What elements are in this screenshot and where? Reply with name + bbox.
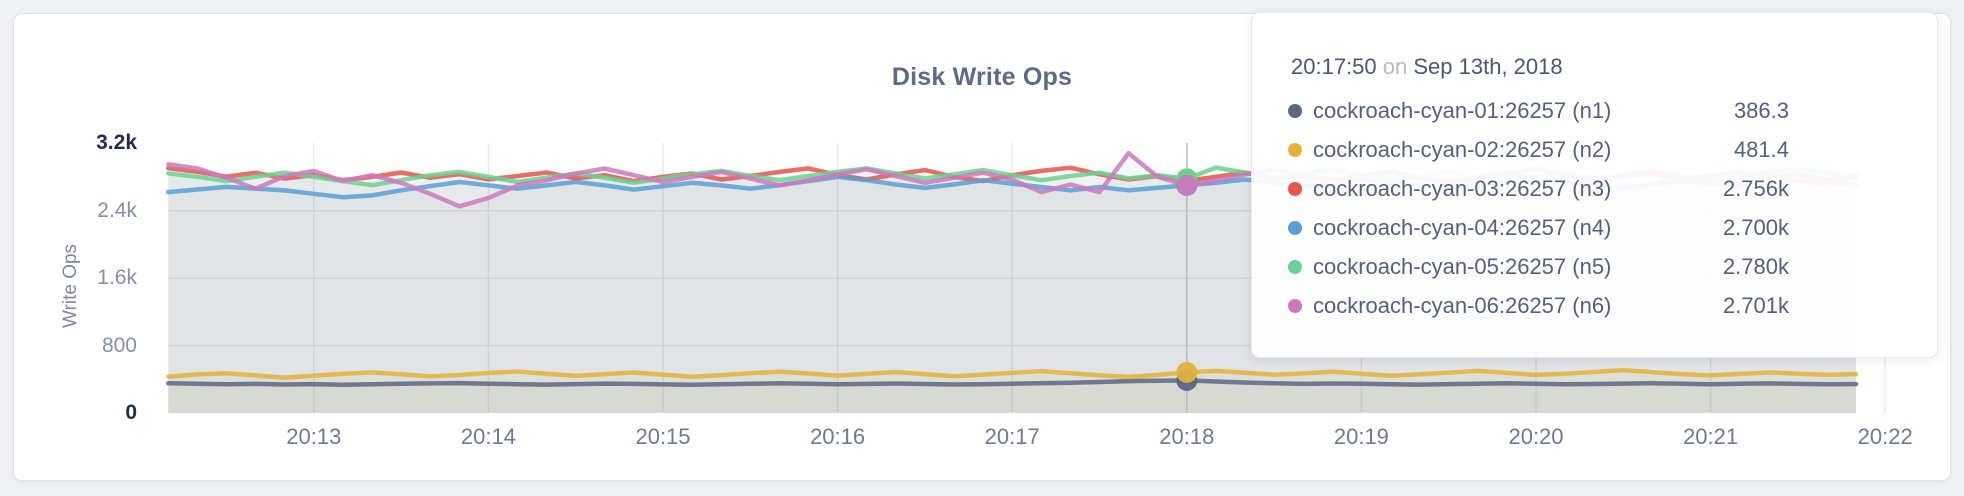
tooltip-series-name: cockroach-cyan-06:26257 (n6) [1313,292,1612,318]
y-tick-label: 2.4k [97,198,137,222]
tooltip-row: cockroach-cyan-04:26257 (n4) 2.700k [1252,208,1937,247]
series-line-n2[interactable] [166,367,1859,380]
tooltip-series-value: 2.700k [1722,214,1789,240]
x-tick-label: 20:20 [1508,424,1564,449]
x-tick-label: 20:21 [1683,424,1739,449]
x-tick-label: 20:18 [1159,424,1215,449]
x-tick-label: 20:19 [1333,424,1389,449]
tooltip-series-name: cockroach-cyan-03:26257 (n3) [1313,175,1612,201]
series-area-n2 [168,370,1857,413]
tooltip-series-value: 2.756k [1722,175,1789,201]
tooltip-series-name: cockroach-cyan-05:26257 (n5) [1313,253,1612,279]
series-color-dot-icon [1288,220,1302,235]
tooltip-series-name: cockroach-cyan-01:26257 (n1) [1313,97,1612,123]
y-tick-label: 1.6k [97,266,137,290]
tooltip-rows: cockroach-cyan-01:26257 (n1) 386.3 cockroa… [1252,91,1937,325]
y-tick-label: 3.2k [96,131,137,155]
series-line-n1[interactable] [166,378,1859,388]
series-area-n1 [168,380,1857,413]
tooltip-header: 20:17:50 on Sep 13th, 2018 [1252,53,1937,81]
x-tick-label: 20:17 [984,424,1040,449]
tooltip-series-value: 481.4 [1733,136,1789,162]
tooltip-date: Sep 13th, 2018 [1413,54,1563,79]
chart-title: Disk Write Ops [891,63,1073,91]
chart-tooltip: 20:17:50 on Sep 13th, 2018 cockroach-cya… [1251,12,1938,358]
tooltip-row: cockroach-cyan-06:26257 (n6) 2.701k [1252,286,1937,325]
y-tick-label: 0 [125,401,137,424]
tooltip-series-value: 2.780k [1722,253,1789,279]
series-color-dot-icon [1288,103,1302,118]
tooltip-row: cockroach-cyan-01:26257 (n1) 386.3 [1252,91,1937,130]
y-tick-label: 800 [101,333,137,357]
x-tick-label: 20:22 [1857,424,1913,449]
hover-dot-n2 [1176,361,1198,383]
tooltip-series-name: cockroach-cyan-02:26257 (n2) [1313,136,1612,162]
tooltip-row: cockroach-cyan-05:26257 (n5) 2.780k [1252,247,1937,286]
tooltip-series-name: cockroach-cyan-04:26257 (n4) [1313,214,1612,240]
series-color-dot-icon [1288,259,1302,274]
tooltip-time: 20:17:50 [1291,54,1377,79]
tooltip-row: cockroach-cyan-03:26257 (n3) 2.756k [1252,169,1937,208]
tooltip-row: cockroach-cyan-02:26257 (n2) 481.4 [1252,130,1937,169]
x-tick-label: 20:13 [286,424,342,449]
hover-dot-n6 [1176,174,1198,196]
tooltip-series-value: 2.701k [1722,292,1789,318]
series-color-dot-icon [1288,298,1302,313]
series-color-dot-icon [1288,181,1302,196]
tooltip-series-value: 386.3 [1733,97,1789,123]
series-color-dot-icon [1288,142,1302,157]
x-tick-label: 20:16 [810,424,866,449]
tooltip-conjunction: on [1382,54,1408,79]
x-tick-label: 20:14 [460,424,516,449]
x-tick-label: 20:15 [635,424,691,449]
